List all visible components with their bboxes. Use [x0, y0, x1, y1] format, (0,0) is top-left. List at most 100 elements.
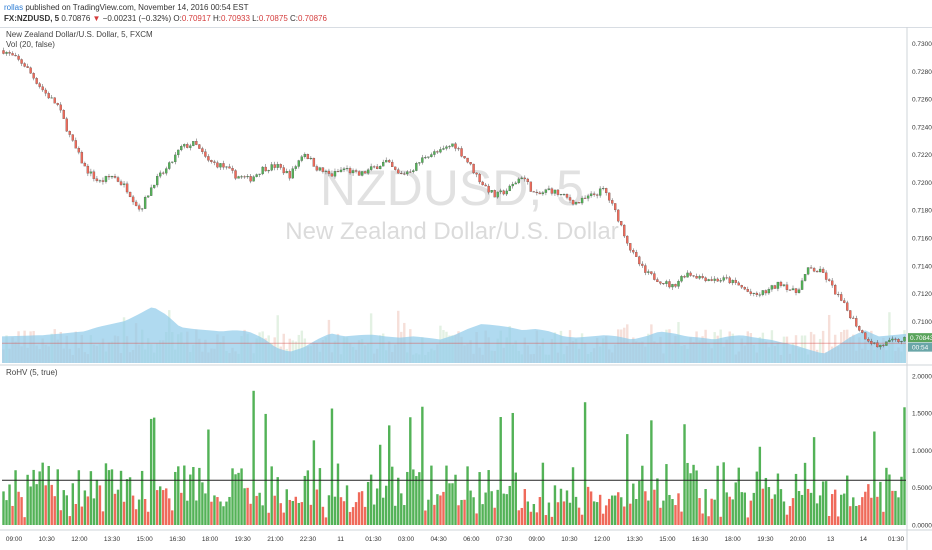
candle-body: [59, 104, 62, 111]
candle-body: [125, 183, 129, 193]
rohv-bar: [598, 494, 602, 525]
candle-body: [219, 163, 222, 168]
candle-body: [891, 338, 894, 341]
ohlc-line: FX:NZDUSD, 5 0.70876 ▼ −0.00231 (−0.32%)…: [4, 14, 327, 23]
candle-body: [201, 148, 204, 152]
time-tick-label: 15:00: [137, 536, 154, 543]
rohv-bar: [23, 517, 26, 525]
candle-body: [442, 148, 445, 150]
rohv-bar: [481, 504, 484, 525]
rohv-bar: [270, 466, 273, 525]
candle-body: [303, 154, 307, 157]
volume-bar: [818, 338, 822, 363]
candle-body: [330, 173, 334, 177]
rohv-bar: [95, 479, 99, 525]
rohv-bar: [86, 496, 90, 525]
rohv-bar: [11, 505, 14, 525]
rohv-bar: [267, 512, 270, 525]
rohv-bar: [92, 498, 96, 525]
candle-body: [210, 160, 213, 162]
candle-body: [647, 271, 650, 273]
candle-body: [562, 194, 566, 195]
candle-body: [821, 268, 825, 273]
rohv-bar: [89, 471, 93, 525]
candle-body: [20, 59, 23, 64]
candle-body: [339, 169, 343, 172]
rohv-bar: [607, 498, 611, 525]
rohv-bar: [827, 516, 831, 525]
rohv-bar: [487, 470, 490, 525]
rohv-bar: [384, 485, 388, 525]
candle-series: [2, 47, 906, 350]
rohv-bar: [683, 424, 686, 525]
rohv-bar: [626, 434, 629, 525]
candle-body: [547, 188, 551, 190]
time-tick-label: 06:00: [463, 536, 480, 543]
volume-ma-area: [2, 307, 906, 363]
candle-body: [333, 171, 337, 177]
rohv-bar: [472, 497, 475, 525]
rohv-bar: [74, 504, 78, 525]
time-tick-label: 19:30: [235, 536, 252, 543]
candle-body: [375, 166, 379, 170]
candle-body: [234, 170, 237, 179]
rohv-bar: [397, 477, 400, 525]
volume-indicator-label[interactable]: Vol (20, false): [6, 40, 55, 49]
candle-body: [451, 143, 454, 147]
candle-body: [32, 73, 35, 79]
candle-body: [74, 140, 78, 149]
candle-body: [56, 103, 59, 105]
candle-body: [409, 171, 412, 173]
candle-body: [152, 184, 156, 188]
rohv-bar: [41, 462, 44, 525]
candle-body: [806, 267, 810, 275]
author-link[interactable]: rollas: [4, 3, 24, 12]
candle-body: [424, 157, 427, 159]
symbol-label[interactable]: FX:NZDUSD, 5: [4, 14, 60, 23]
candle-body: [809, 267, 813, 269]
rohv-bar: [873, 431, 876, 525]
rohv-bar: [737, 467, 740, 525]
rohv-bar: [427, 499, 430, 525]
candle-body: [225, 166, 228, 168]
candle-body: [448, 146, 451, 148]
price-change: −0.00231 (−0.32%): [102, 14, 172, 23]
candle-body: [849, 310, 852, 319]
candle-body: [216, 162, 219, 168]
rohv-bar: [321, 506, 325, 525]
rohv-bar: [8, 484, 11, 525]
rohv-bar: [731, 499, 734, 525]
candle-body: [140, 208, 144, 210]
rohv-bar: [833, 489, 837, 525]
candle-body: [294, 166, 297, 169]
publish-line: rollas published on TradingView.com, Nov…: [4, 3, 248, 12]
countdown-value: 00:54: [912, 344, 929, 351]
rohv-bar: [698, 498, 701, 525]
candle-body: [403, 173, 406, 175]
candle-body: [659, 281, 662, 284]
candle-body: [505, 190, 508, 195]
rohv-bar: [291, 501, 294, 525]
rohv-bar: [119, 470, 123, 525]
rohv-bar: [14, 470, 17, 525]
rohv-bar: [261, 505, 264, 525]
candle-body: [327, 170, 331, 174]
rohv-bar: [617, 492, 620, 525]
candle-body: [427, 156, 430, 158]
rohv-bar: [53, 496, 56, 525]
rohv-bar: [897, 497, 900, 525]
candle-body: [861, 330, 864, 333]
candle-body: [71, 134, 74, 141]
candle-body: [2, 50, 5, 54]
rohv-bar: [562, 501, 566, 525]
candle-body: [520, 177, 523, 180]
rohv-indicator-label[interactable]: RoHV (5, true): [6, 368, 58, 377]
rohv-bar: [168, 498, 171, 525]
rohv-bar: [56, 469, 59, 525]
rohv-bar: [2, 491, 5, 525]
rohv-bar: [523, 489, 527, 525]
rohv-bar: [276, 477, 279, 525]
rohv-bar: [846, 475, 849, 525]
